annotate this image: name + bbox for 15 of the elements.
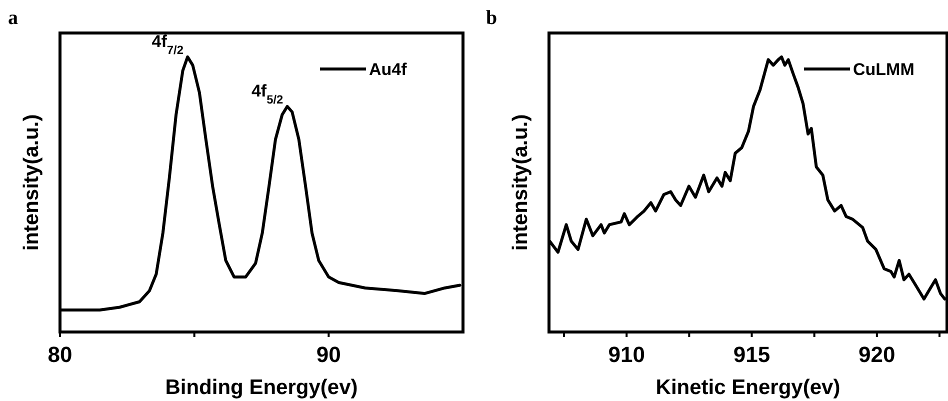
annotation: 4f$_{5/2}$ — [251, 81, 284, 106]
chart-title: b — [486, 7, 498, 29]
x-tick-label: 80 — [48, 342, 72, 367]
chart-title: a — [8, 7, 18, 29]
x-axis-title: Binding Energy(ev) — [165, 376, 358, 399]
x-tick-label: 915 — [733, 342, 770, 367]
annotation: 4f$_{7/2}$ — [152, 32, 184, 57]
x-axis-title: Kinetic Energy(ev) — [656, 376, 840, 399]
x-tick-label: 90 — [316, 342, 341, 367]
legend-label: Au4f — [369, 60, 408, 79]
x-tick-label: 910 — [608, 342, 645, 367]
x-tick-label: 920 — [858, 342, 896, 367]
y-axis-title: intensity(a.u.) — [509, 114, 532, 251]
y-axis-title: intensity(a.u.) — [20, 114, 43, 251]
legend-label: CuLMM — [853, 60, 914, 79]
